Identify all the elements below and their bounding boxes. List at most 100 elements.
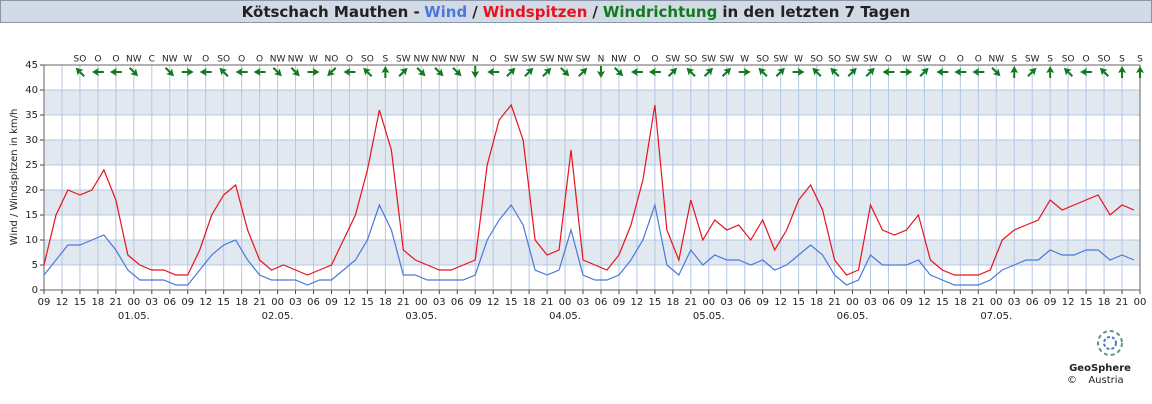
direction-label: O [256,55,263,65]
logo-mark [1097,330,1123,356]
date-label: 07.05. [980,311,1012,322]
direction-label: O [346,55,353,65]
direction-arrow [253,68,266,76]
direction-arrow [542,67,552,77]
direction-arrow [1099,67,1110,77]
direction-arrow [648,68,661,76]
direction-label: NO [325,55,339,65]
direction-label: NW [449,55,465,65]
direction-arrow [991,67,1001,77]
title-part: / [592,3,598,21]
direction-label: NW [988,55,1004,65]
x-tick-label: 12 [487,297,500,308]
date-label: 02.05. [262,311,294,322]
direction-label: SW [504,55,519,65]
x-tick-label: 18 [954,297,967,308]
x-tick-label: 06 [163,297,176,308]
direction-arrow [381,66,390,78]
direction-label: O [202,55,209,65]
direction-arrow [452,67,462,77]
direction-arrow [235,68,248,76]
direction-label: NW [431,55,447,65]
direction-arrow [1118,66,1127,78]
title-part: / [472,3,478,21]
x-tick-label: 21 [397,297,410,308]
direction-label: S [1119,55,1125,65]
grid-band [44,190,1140,215]
y-tick-label: 40 [25,85,38,96]
x-tick-label: 12 [199,297,212,308]
x-tick-label: 00 [702,297,715,308]
direction-arrow [847,67,857,77]
x-tick-label: 09 [756,297,769,308]
direction-label: NW [126,55,142,65]
y-axis-label: Wind / Windspitzen in km/h [9,109,20,246]
title-part: Kötschach Mauthen - [242,3,420,21]
date-label: 01.05. [118,311,150,322]
direction-arrow [738,68,751,76]
copyright: © [1067,375,1077,386]
direction-arrow [109,68,122,76]
grid-band [44,90,1140,115]
x-tick-label: 09 [900,297,913,308]
x-tick-label: 15 [792,297,805,308]
x-tick-label: 12 [56,297,69,308]
x-tick-label: 15 [217,297,230,308]
x-tick-label: 12 [343,297,356,308]
direction-label: S [1011,55,1017,65]
direction-arrow [721,67,731,77]
title-part: in den letzten 7 Tagen [722,3,910,21]
direction-label: SW [773,55,788,65]
direction-arrow [630,68,643,76]
direction-arrow [272,67,282,77]
direction-label: SW [917,55,932,65]
x-tick-label: 00 [1134,297,1147,308]
x-tick-label: 03 [289,297,302,308]
direction-arrow [363,67,373,77]
direction-label: NW [270,55,286,65]
x-tick-label: 18 [523,297,536,308]
x-tick-label: 00 [846,297,859,308]
direction-label: SO [756,55,769,65]
direction-arrow [775,67,785,77]
grid-band [44,240,1140,265]
direction-label: SW [396,55,411,65]
direction-label: NW [611,55,627,65]
direction-label: SW [701,55,716,65]
x-tick-label: 06 [882,297,895,308]
x-tick-label: 18 [666,297,679,308]
direction-label: O [112,55,119,65]
direction-arrow [703,67,714,77]
x-tick-label: 15 [649,297,662,308]
x-tick-label: 09 [613,297,626,308]
y-tick-label: 15 [25,210,38,221]
direction-label: W [902,55,911,65]
x-tick-label: 18 [379,297,392,308]
x-tick-label: 06 [595,297,608,308]
series-line [43,103,1135,276]
direction-arrow [327,67,337,77]
x-tick-label: 09 [38,297,51,308]
direction-label: NW [413,55,429,65]
direction-arrow [900,68,913,76]
direction-label: S [1137,55,1143,65]
direction-arrow [128,67,139,77]
direction-arrow [936,68,949,76]
direction-arrow [686,67,696,77]
direction-arrow [219,67,229,77]
direction-arrow [792,68,805,76]
grid-band [44,140,1140,165]
direction-arrow [972,68,985,76]
direction-label: NW [557,55,573,65]
direction-label: W [794,55,803,65]
direction-label: W [183,55,192,65]
direction-label: SO [684,55,697,65]
direction-label: O [633,55,640,65]
direction-arrow [75,67,85,77]
title-part: Wind [424,3,467,21]
direction-label: O [651,55,658,65]
direction-arrow [487,68,500,76]
direction-arrow [919,67,929,77]
x-tick-label: 09 [1044,297,1057,308]
